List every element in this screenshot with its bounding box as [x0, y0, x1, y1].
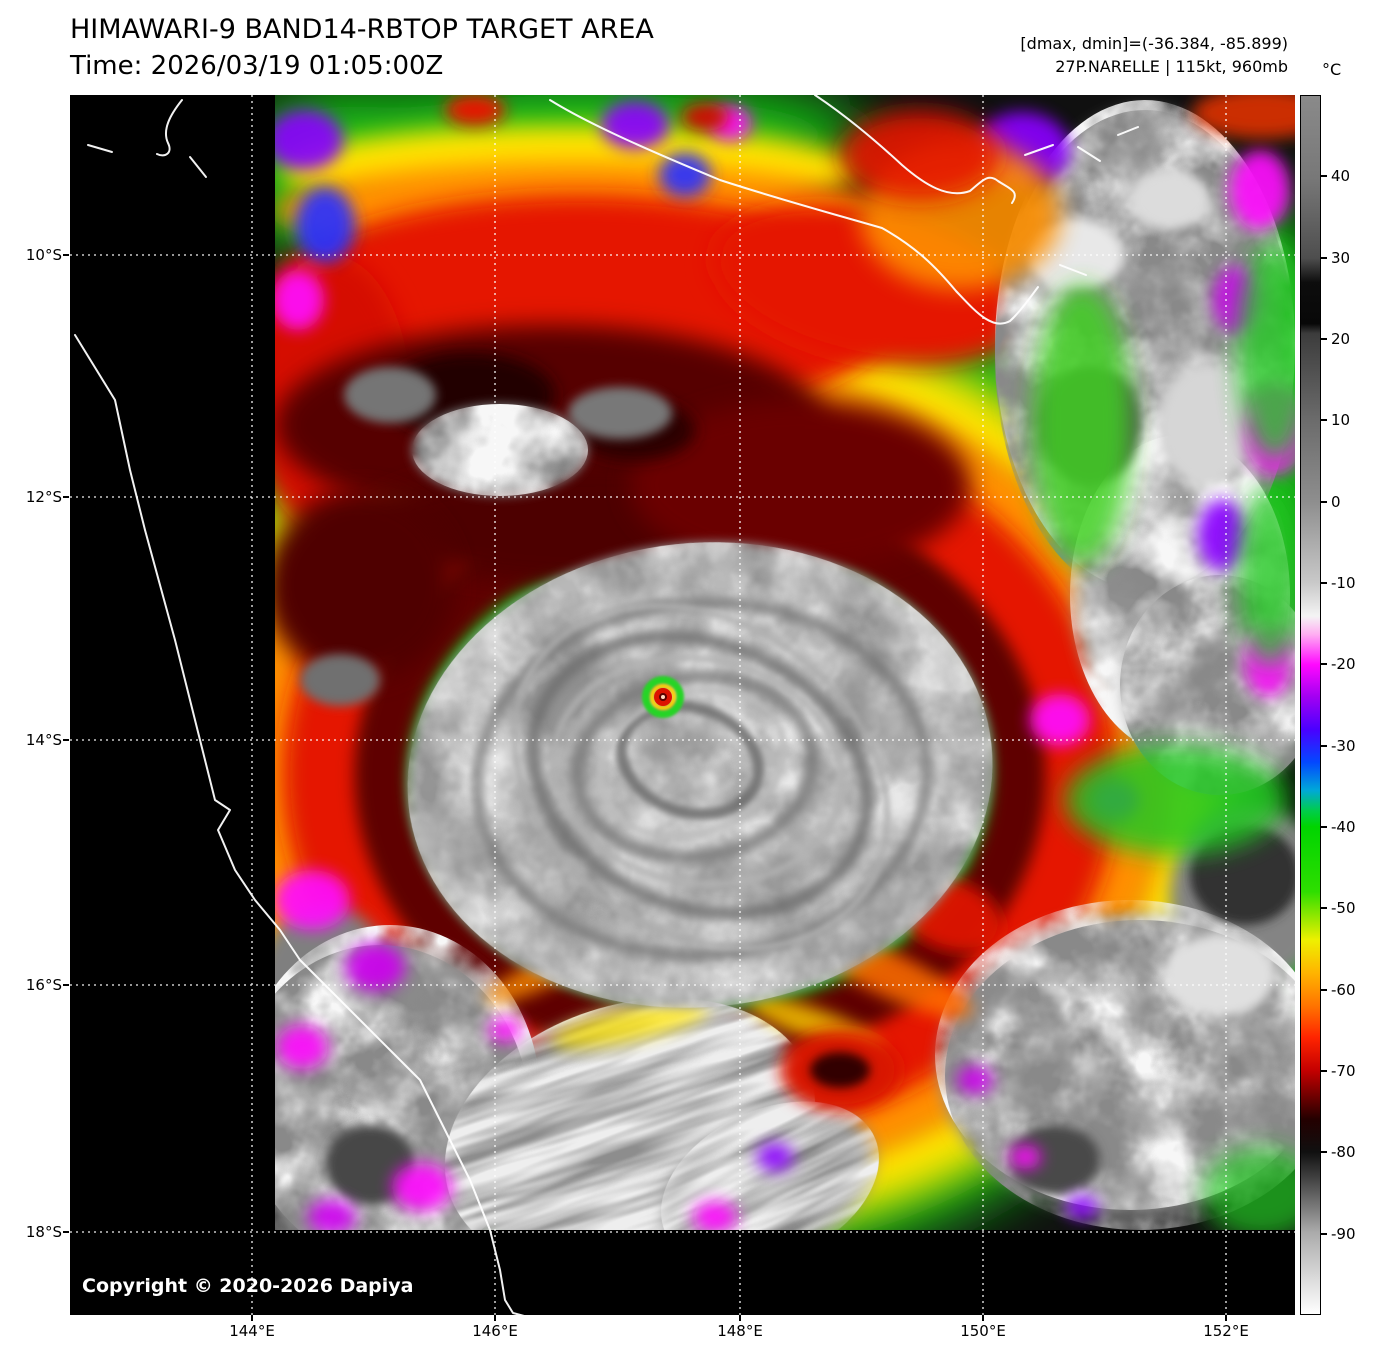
colorbar-tick [1321, 501, 1327, 503]
colorbar-tick [1321, 826, 1327, 828]
colorbar-tick [1321, 663, 1327, 665]
colorbar [1300, 95, 1321, 1315]
colorbar-tick [1321, 745, 1327, 747]
colorbar-tick [1321, 175, 1327, 177]
lat-label: 16°S [25, 976, 62, 994]
colorbar-tick-label: -60 [1331, 981, 1356, 999]
colorbar-tick-label: 0 [1331, 493, 1341, 511]
lat-label: 14°S [25, 731, 62, 749]
copyright-text: Copyright © 2020-2026 Dapiya [82, 1275, 414, 1297]
lat-label: 18°S [25, 1223, 62, 1241]
lon-axis-tick [1225, 1315, 1227, 1321]
colorbar-tick-label: 40 [1331, 167, 1351, 185]
colorbar-tick [1321, 419, 1327, 421]
colorbar-tick [1321, 338, 1327, 340]
colorbar-tick [1321, 1070, 1327, 1072]
colorbar-tick [1321, 1151, 1327, 1153]
lon-label: 152°E [1203, 1322, 1249, 1340]
storm-info: 27P.NARELLE | 115kt, 960mb [1055, 57, 1288, 76]
colorbar-tick-label: -20 [1331, 655, 1356, 673]
cyclone-eye [642, 676, 684, 718]
colorbar-tick-label: -50 [1331, 899, 1356, 917]
central-dense-overcast [407, 542, 993, 1008]
lon-label: 144°E [229, 1322, 275, 1340]
colorbar-tick [1321, 907, 1327, 909]
product-time: Time: 2026/03/19 01:05:00Z [70, 51, 444, 81]
spiral-banding [472, 597, 932, 961]
lat-label: 12°S [25, 488, 62, 506]
header-meta: [dmax, dmin]=(-36.384, -85.899) 27P.NARE… [1020, 32, 1288, 78]
colorbar-tick-label: 30 [1331, 249, 1351, 267]
lat-axis-tick [63, 1231, 69, 1233]
lon-axis-tick [982, 1315, 984, 1321]
colorbar-tick-label: -70 [1331, 1062, 1356, 1080]
colorbar-tick-label: -40 [1331, 818, 1356, 836]
lon-axis-tick [251, 1315, 253, 1321]
lat-label: 10°S [25, 246, 62, 264]
lat-axis-tick [63, 739, 69, 741]
detail-patches [445, 95, 1295, 1230]
lon-axis-tick [494, 1315, 496, 1321]
lat-axis-tick [63, 984, 69, 986]
dmax-dmin-readout: [dmax, dmin]=(-36.384, -85.899) [1020, 34, 1288, 53]
colorbar-tick-label: 20 [1331, 330, 1351, 348]
colorbar-tick [1321, 582, 1327, 584]
colorbar-tick [1321, 257, 1327, 259]
product-title: HIMAWARI-9 BAND14-RBTOP TARGET AREA [70, 14, 654, 45]
lat-axis-tick [63, 496, 69, 498]
satellite-map: Copyright © 2020-2026 Dapiya [70, 95, 1295, 1315]
lon-label: 150°E [960, 1322, 1006, 1340]
satellite-scene [70, 95, 1295, 1315]
colorbar-unit-label: °C [1322, 60, 1342, 79]
gridlines [70, 95, 1295, 1315]
colorbar-tick [1321, 1233, 1327, 1235]
coastline [74, 95, 1139, 1315]
north-cold-shield [275, 125, 1028, 706]
colorbar-tick-label: 10 [1331, 411, 1351, 429]
colorbar-tick-label: -80 [1331, 1143, 1356, 1161]
colorbar-tick-label: -90 [1331, 1225, 1356, 1243]
lat-axis-tick [63, 254, 69, 256]
lon-label: 148°E [717, 1322, 763, 1340]
colorbar-tick [1321, 989, 1327, 991]
lon-label: 146°E [472, 1322, 518, 1340]
lon-axis-tick [739, 1315, 741, 1321]
satellite-data-layer [275, 95, 1295, 1230]
colorbar-tick-label: -10 [1331, 574, 1356, 592]
colorbar-tick-label: -30 [1331, 737, 1356, 755]
